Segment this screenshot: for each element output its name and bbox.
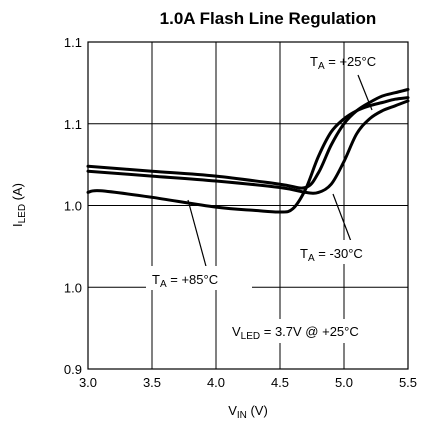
- y-tick-label: 1.0: [64, 199, 82, 214]
- label-minus30c-backdrop: [294, 240, 388, 264]
- ann-vled-sub: LED: [241, 331, 260, 342]
- ann-vled-main: V: [232, 324, 241, 339]
- label-vled-backdrop: [228, 319, 400, 343]
- ann-85c-sub: A: [160, 279, 167, 290]
- leader-25c: [357, 74, 373, 111]
- ann-25c-sub: A: [318, 61, 325, 72]
- y-axis-label-sub: LED: [17, 204, 28, 223]
- x-axis-label: VIN (V): [228, 403, 268, 421]
- ann-25c-rest: = +25°C: [325, 54, 376, 69]
- ann-25c-main: T: [310, 54, 318, 69]
- series-group: [86, 87, 410, 214]
- leader-minus30c: [332, 193, 353, 245]
- series-line-2: [86, 96, 410, 214]
- series-line-1: [86, 99, 410, 195]
- annotation-leaders: [187, 74, 373, 271]
- chart-title: 1.0A Flash Line Regulation: [160, 9, 377, 28]
- x-tick-label: 3.5: [143, 375, 161, 390]
- annotation-ta-25c: TA = +25°C: [310, 54, 376, 72]
- label-85c-backdrop: [146, 266, 252, 290]
- ann-m30c-rest: = -30°C: [315, 246, 363, 261]
- x-tick-label: 5.0: [335, 375, 353, 390]
- ann-85c-rest: = +85°C: [167, 272, 218, 287]
- y-axis-label-main: I: [10, 223, 25, 227]
- plot-frame: [87, 41, 409, 370]
- x-axis-label-main: V: [228, 403, 237, 418]
- x-axis-label-unit: (V): [247, 403, 268, 418]
- ann-m30c-sub: A: [308, 253, 315, 264]
- y-tick-label: 0.9: [64, 362, 82, 377]
- x-tick-label: 4.0: [207, 375, 225, 390]
- y-tick-label: 1.1: [64, 117, 82, 132]
- annotation-ta-85c: TA = +85°C: [152, 272, 218, 290]
- x-tick-label: 4.5: [271, 375, 289, 390]
- ann-85c-main: T: [152, 272, 160, 287]
- annotation-vled-condition: VLED = 3.7V @ +25°C: [232, 324, 359, 342]
- annotation-ta-minus30c: TA = -30°C: [300, 246, 363, 264]
- series-line-0: [86, 87, 410, 190]
- ann-m30c-main: T: [300, 246, 308, 261]
- y-axis-label: ILED (A): [10, 183, 28, 227]
- ann-vled-rest: = 3.7V @ +25°C: [260, 324, 359, 339]
- x-tick-label: 3.0: [79, 375, 97, 390]
- y-tick-label: 1.0: [64, 280, 82, 295]
- y-axis-label-unit: (A): [10, 183, 25, 204]
- x-tick-labels: 3.0 3.5 4.0 4.5 5.0 5.5: [79, 375, 417, 390]
- y-tick-label: 1.1: [64, 35, 82, 50]
- x-tick-label: 5.5: [399, 375, 417, 390]
- y-tick-labels: 0.9 1.0 1.0 1.1 1.1: [64, 35, 82, 377]
- x-axis-label-sub: IN: [237, 410, 247, 421]
- leader-85c: [187, 199, 208, 271]
